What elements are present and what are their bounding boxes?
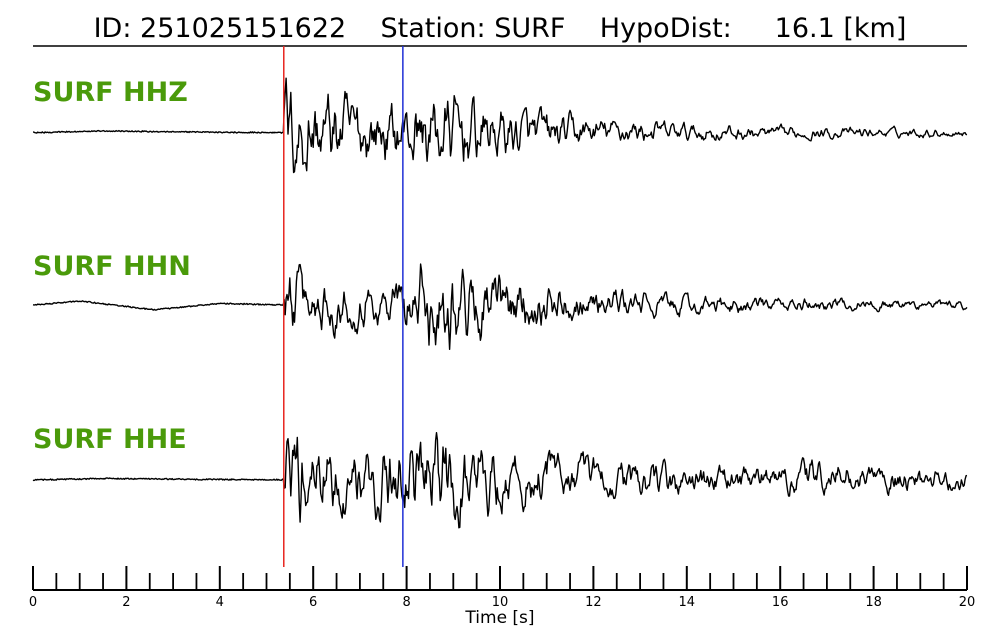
tick-label: 2 [122,595,130,610]
time-axis: 0 2 4 6 8 10 12 14 16 18 20 [29,566,975,610]
waveform-traces [32,77,968,529]
id-label: ID: [94,13,132,44]
tick-label: 18 [865,595,882,610]
tick-label: 0 [29,595,37,610]
tick-label: 4 [216,595,224,610]
channel-label-hhe: SURF HHE [33,424,187,455]
hypodist-label: HypoDist: [600,13,732,44]
x-axis-title: Time [s] [464,608,534,628]
tick-label: 6 [309,595,317,610]
figure-title: ID: 251025151622 Station: SURF HypoDist:… [94,13,907,44]
trace-surf-hhz [33,77,968,174]
tick-label: 20 [959,595,976,610]
tick-label: 10 [492,595,509,610]
tick-label: 14 [679,595,696,610]
station-label: Station: [381,13,486,44]
trace-surf-hhn [32,263,968,350]
channel-label-hhz: SURF HHZ [33,77,188,108]
station-name: SURF [494,13,565,44]
channel-label-hhn: SURF HHN [33,251,191,282]
hypodist-unit: [km] [843,13,906,44]
tick-label: 16 [772,595,789,610]
event-id: 251025151622 [140,13,346,44]
tick-label: 12 [585,595,602,610]
hypodist-value: 16.1 [775,13,835,44]
trace-surf-hhe [32,432,968,529]
phase-picks [283,46,404,567]
tick-label: 8 [402,595,410,610]
